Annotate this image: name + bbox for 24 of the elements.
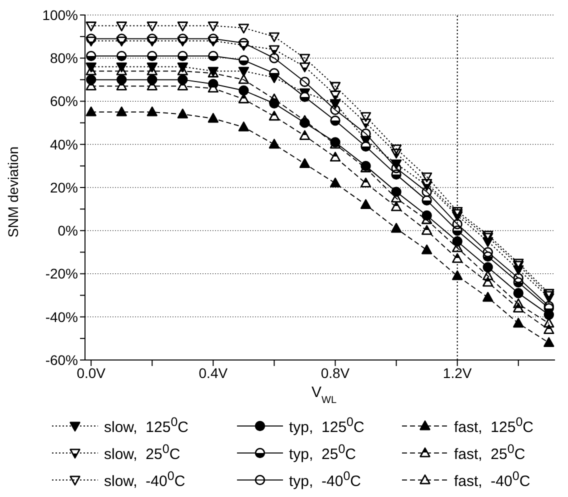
y-tick-label: 40% <box>50 136 78 152</box>
y-tick-label: -20% <box>45 266 78 282</box>
legend-label: typ, 125$^{0}$C <box>289 415 364 436</box>
x-tick-label: 0.0V <box>76 364 106 381</box>
legend-label: slow, -40$^{0}$C <box>104 469 186 490</box>
x-tick-label: 0.4V <box>198 364 228 381</box>
legend-label: slow, 125$^{0}$C <box>104 415 189 436</box>
x-tick-label: 1.2V <box>442 364 472 381</box>
y-tick-label: 20% <box>50 179 78 196</box>
legend-label: fast, 25$^{0}$C <box>454 442 526 463</box>
y-tick-label: 60% <box>50 93 78 110</box>
y-tick-label: -60% <box>45 352 78 368</box>
y-tick-label: 80% <box>50 50 78 66</box>
y-tick-label: -40% <box>45 308 78 325</box>
y-tick-label: 100% <box>42 6 78 23</box>
x-tick-label: 0.8V <box>320 364 350 381</box>
legend-label: typ, 25$^{0}$C <box>289 442 356 463</box>
y-tick-label: 0% <box>58 222 78 239</box>
legend-label: fast, -40$^{0}$C <box>454 469 530 490</box>
legend-label: typ, -40$^{0}$C <box>289 469 361 490</box>
y-axis-title: SNM deviation <box>4 146 21 238</box>
x-axis-title: V$_{WL}$ <box>311 384 337 406</box>
legend-label: slow, 25$^{0}$C <box>104 442 180 463</box>
legend-label: fast, 125$^{0}$C <box>454 415 534 436</box>
